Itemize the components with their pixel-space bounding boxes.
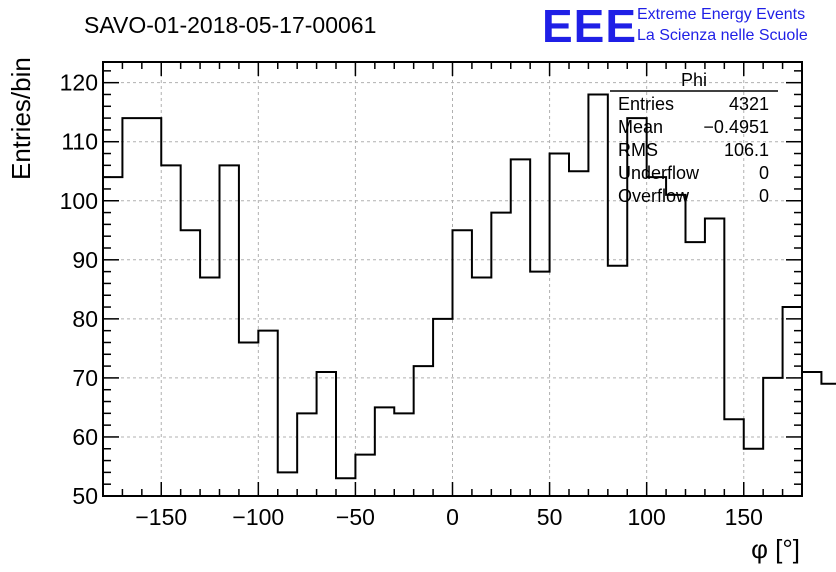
x-tick-label: 100 [627, 504, 665, 530]
stats-value: 106.1 [724, 140, 769, 160]
histogram-bin [317, 372, 336, 496]
y-tick-label: 120 [60, 70, 98, 96]
histogram-bin [200, 278, 219, 496]
logo-line-2: La Scienza nelle Scuole [637, 27, 808, 44]
histogram-bin [802, 372, 821, 496]
histogram-bin [569, 171, 588, 496]
histogram-bin [394, 413, 413, 496]
histogram-bin [453, 230, 472, 496]
y-axis-title: Entries/bin [6, 57, 36, 180]
histogram-bin [414, 366, 433, 496]
x-tick-label: 50 [537, 504, 563, 530]
stats-label: Entries [618, 94, 674, 114]
stats-label: Mean [618, 117, 663, 137]
stats-value: 4321 [729, 94, 769, 114]
histogram-bin [433, 319, 452, 496]
eee-logo: EEE [542, 0, 637, 52]
histogram-bin [491, 213, 510, 496]
y-tick-label: 110 [61, 129, 98, 155]
stats-label: Overflow [618, 186, 690, 206]
x-tick-label: −150 [135, 504, 187, 530]
histogram-outline [103, 93, 836, 480]
x-tick-label: −50 [336, 504, 375, 530]
histogram-bin [375, 407, 394, 496]
histogram-bin [355, 455, 374, 496]
histogram-bin [588, 94, 607, 496]
tick-labels: −150 −100 −50 0 50 100 150 50 60 70 80 90 100 110 120 [60, 70, 763, 530]
histogram-bin [181, 230, 200, 496]
x-tick-label: 150 [725, 504, 763, 530]
histogram-bin [161, 165, 180, 496]
y-tick-label: 70 [72, 365, 98, 391]
logo-line-1: Extreme Energy Events [637, 6, 805, 23]
y-tick-label: 100 [60, 188, 98, 214]
histogram-bin [686, 242, 705, 496]
histogram-bin [220, 165, 239, 496]
stats-title: Phi [681, 70, 707, 90]
y-tick-label: 50 [72, 483, 98, 509]
y-tick-label: 60 [72, 424, 98, 450]
stats-value: −0.4951 [703, 117, 769, 137]
stats-label: Underflow [618, 163, 700, 183]
axes [102, 61, 803, 497]
histogram-bin [550, 154, 569, 496]
histogram-bin [763, 378, 782, 496]
histogram-bin [258, 331, 277, 496]
histogram-bin [705, 218, 724, 496]
histogram-bin [608, 266, 627, 496]
stats-value: 0 [759, 163, 769, 183]
histogram-bin [666, 195, 685, 496]
stats-box: Phi Entries 4321 Mean −0.4951 RMS 106.1 Underf… [610, 70, 778, 206]
stats-value: 0 [759, 186, 769, 206]
histogram-bin [142, 118, 161, 496]
histogram-bin [647, 177, 666, 496]
histogram-bin [472, 278, 491, 496]
chart-title: SAVO-01-2018-05-17-00061 [84, 12, 376, 38]
histogram-series [103, 93, 836, 496]
y-tick-label: 80 [72, 306, 98, 332]
histogram-bin [239, 342, 258, 496]
x-tick-label: −100 [232, 504, 284, 530]
histogram-bin [821, 384, 836, 496]
histogram-bin [297, 413, 316, 496]
histogram-bin [278, 472, 297, 496]
x-tick-label: 0 [446, 504, 459, 530]
y-tick-label: 90 [72, 247, 98, 273]
histogram-bin [724, 419, 743, 496]
histogram-bin [744, 449, 763, 496]
histogram-bin [336, 478, 355, 496]
histogram-bin [122, 118, 141, 496]
stats-label: RMS [618, 140, 658, 160]
histogram-bin [530, 272, 549, 496]
histogram-bin [511, 159, 530, 496]
x-axis-title: φ [°] [751, 534, 800, 564]
